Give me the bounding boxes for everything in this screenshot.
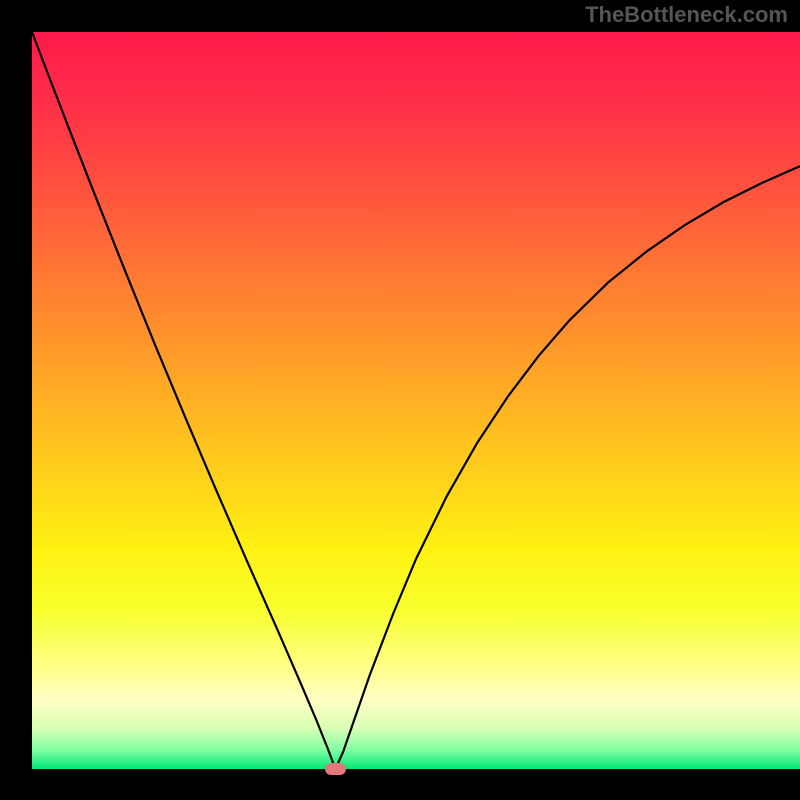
chart-canvas: TheBottleneck.com bbox=[0, 0, 800, 800]
bottleneck-curve bbox=[32, 32, 800, 769]
plot-area bbox=[32, 32, 800, 769]
watermark-text: TheBottleneck.com bbox=[585, 2, 788, 28]
optimal-point-marker bbox=[325, 763, 347, 774]
